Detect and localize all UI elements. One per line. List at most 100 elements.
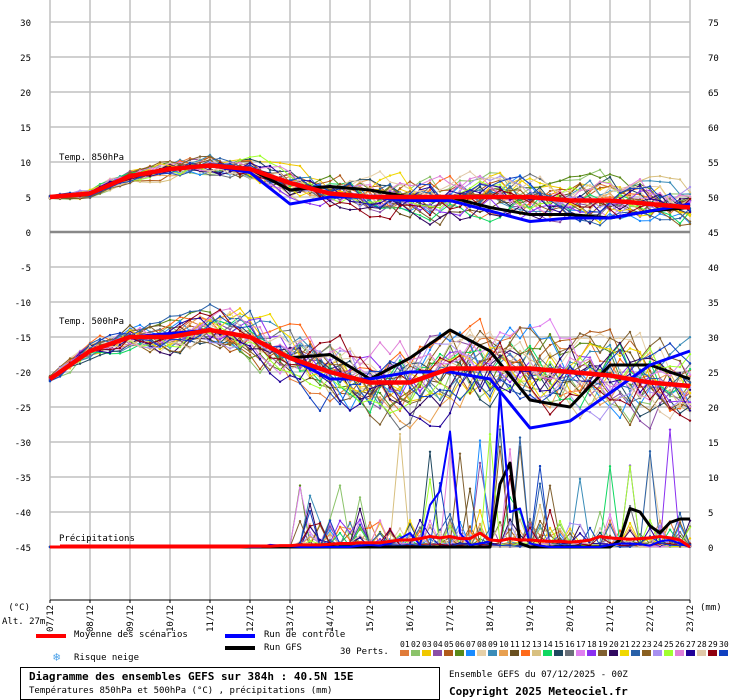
pert-24-t850-point	[458, 189, 462, 192]
pert-16-precip-point	[478, 528, 482, 531]
pert-03-t500-point	[458, 379, 462, 383]
pert-16-t500-point	[448, 395, 452, 398]
pert-06-t850-point	[548, 182, 552, 185]
pert-09-t850-point	[518, 208, 522, 211]
pert-19-t500-point	[218, 347, 222, 350]
pert-15-t500-point	[468, 380, 472, 384]
pert-13-t500-point	[678, 405, 682, 409]
pert-08-t500-point	[628, 338, 632, 342]
pert-08-t500-point	[568, 349, 572, 352]
pert-20-t850-point	[588, 222, 592, 225]
pert-06-t500-point	[168, 318, 172, 322]
pert-21-t500-point	[688, 391, 692, 395]
pert-11-t850-point	[578, 183, 582, 186]
x-tick-label: 17/12	[446, 605, 456, 632]
pert-04-precip-point	[528, 522, 532, 526]
pert-05-t500-point	[648, 369, 652, 373]
pert-04-t850-point	[578, 202, 582, 206]
pert-19-t500-point	[678, 359, 682, 363]
pert-24-t500-point	[598, 418, 602, 421]
pert-24-t850-point	[388, 203, 392, 206]
pert-13-t850-point	[588, 207, 592, 211]
pert-17-t500-point	[268, 363, 272, 366]
pert-24-t850-point	[358, 205, 362, 208]
pert-17-precip-point	[428, 519, 432, 522]
pert-25-t850-point	[178, 172, 182, 176]
pert-10-t500-point	[458, 405, 462, 409]
precip-label: Précipitations	[59, 533, 135, 544]
pert-23-t850-point	[178, 163, 182, 166]
pert-15-t500-point	[528, 390, 532, 393]
pert-04-t500-point	[278, 363, 282, 366]
pert-14-t500-point	[298, 369, 302, 373]
pert-20-t850-point	[348, 208, 352, 212]
pert-23-t850-point	[548, 209, 552, 212]
pert-18-t500-point	[248, 318, 252, 322]
pert-08-t500-point	[618, 336, 622, 340]
pert-15-t850-point	[258, 161, 262, 164]
pert-02-t500-point	[628, 419, 632, 423]
pert-21-t850-point	[528, 177, 532, 180]
pert-11-t500-point	[128, 324, 132, 327]
pert-13-t500-point	[348, 396, 352, 399]
pert-12-t850-point	[428, 188, 432, 192]
pert-14-t500-point	[568, 397, 572, 401]
pert-21-t850-point	[538, 182, 542, 185]
pert-22-precip-point	[448, 512, 452, 516]
pert-22-precip-point	[358, 523, 362, 526]
right-tick-label: 5	[708, 509, 713, 519]
pert-08-t500-point	[458, 342, 462, 345]
pert-19-t500-point	[378, 423, 382, 426]
pert-22-t850-point	[598, 224, 602, 227]
pert-05-t500-point	[258, 367, 262, 371]
pert-15-t850-point	[478, 185, 482, 188]
pert-19-t500-point	[338, 367, 342, 371]
pert-19-t500-point	[388, 406, 392, 410]
pert-14-t500-point	[368, 411, 372, 414]
pert-17-t500-point	[558, 336, 562, 340]
pert-17-t500-point	[458, 357, 462, 361]
pert-02-t500-point	[428, 389, 432, 393]
pert-19-t850-point	[368, 207, 372, 211]
pert-15-t850-point	[378, 183, 382, 187]
pert-05-t850-point	[488, 182, 492, 185]
pert-22-t500-point	[168, 315, 172, 318]
pert-07-t500-point	[518, 337, 522, 340]
pert-13-t500-point	[258, 350, 262, 353]
pert-08-t500-point	[548, 352, 552, 355]
pert-19-t500-point	[478, 329, 482, 333]
pert-07-t500-point	[508, 326, 512, 329]
pert-12-t500-point	[288, 322, 292, 326]
pert-17-t500-point	[478, 351, 482, 354]
pert-02-t500-point	[258, 371, 262, 374]
pert-24-t500-point	[148, 346, 152, 350]
pert-24-t850-point	[438, 209, 442, 212]
pert-18-t850-point	[308, 202, 312, 205]
pert-15-precip-point	[428, 450, 432, 454]
pert-06-t850-point	[318, 178, 322, 182]
pert-01-precip-point	[608, 519, 612, 522]
pert-19-t850-point	[418, 210, 422, 213]
pert-22-t850-point	[188, 170, 192, 174]
pert-23-t500-point	[478, 360, 482, 363]
pert-19-t850-point	[578, 208, 582, 212]
pert-21-precip-point	[628, 521, 632, 525]
pert-12-t500-point	[478, 317, 482, 321]
pert-19-t500-point	[98, 340, 102, 344]
pert-23-t500-point	[328, 363, 332, 366]
pert-22-t500-point	[308, 344, 312, 348]
pert-13-t850-point	[248, 177, 252, 180]
pert-01-t500-point	[488, 336, 492, 339]
pert-24-t850-point	[208, 160, 212, 164]
pert-23-t500-point	[158, 343, 162, 346]
pert-16-t850-point	[668, 197, 672, 200]
pert-17-t500-point	[258, 354, 262, 358]
pert-19-t850-point	[198, 155, 202, 158]
pert-23-t500-point	[618, 408, 622, 412]
pert-02-t500-point	[68, 371, 72, 374]
pert-16-t500-point	[538, 357, 542, 360]
pert-21-t500-point	[618, 354, 622, 358]
pert-23-precip-point	[508, 542, 512, 545]
pert-18-t850-point	[278, 189, 282, 192]
pert-17-t500-point	[138, 326, 142, 330]
